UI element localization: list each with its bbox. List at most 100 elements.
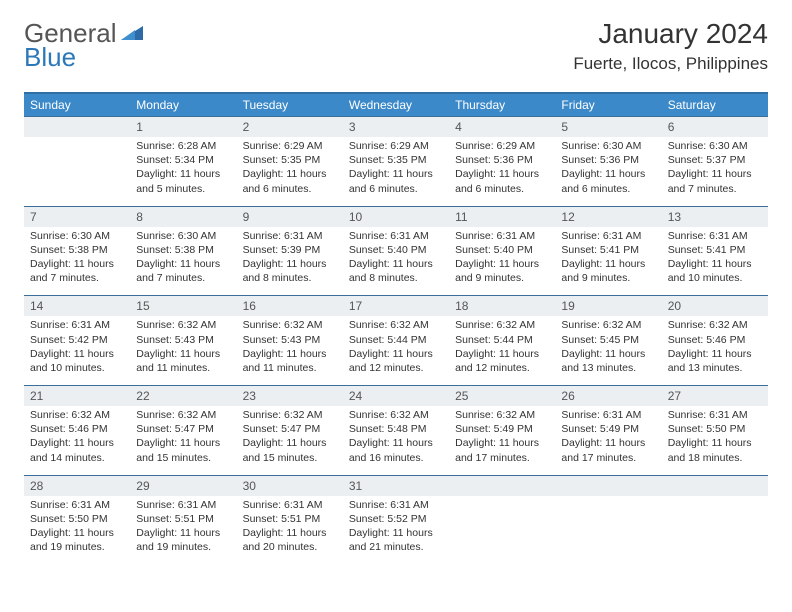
day-number: 23 (237, 386, 343, 407)
daylight-text: Daylight: 11 hours (136, 526, 230, 540)
sunset-text: Sunset: 5:37 PM (668, 153, 762, 167)
daylight-text: and 12 minutes. (455, 361, 549, 375)
day-number (555, 475, 661, 496)
sunset-text: Sunset: 5:36 PM (455, 153, 549, 167)
sunset-text: Sunset: 5:38 PM (30, 243, 124, 257)
day-cell: Sunrise: 6:32 AMSunset: 5:46 PMDaylight:… (662, 316, 768, 385)
logo-blue-row: Blue (24, 42, 76, 73)
day-cell (662, 496, 768, 565)
day-cell (555, 496, 661, 565)
day-number: 31 (343, 475, 449, 496)
daylight-text: Daylight: 11 hours (668, 167, 762, 181)
sunset-text: Sunset: 5:43 PM (243, 333, 337, 347)
location: Fuerte, Ilocos, Philippines (573, 54, 768, 74)
daylight-text: and 11 minutes. (243, 361, 337, 375)
day-cell: Sunrise: 6:32 AMSunset: 5:43 PMDaylight:… (130, 316, 236, 385)
daylight-text: Daylight: 11 hours (349, 347, 443, 361)
daylight-text: Daylight: 11 hours (561, 347, 655, 361)
daylight-text: and 8 minutes. (349, 271, 443, 285)
day-number: 9 (237, 206, 343, 227)
daylight-text: Daylight: 11 hours (30, 347, 124, 361)
daynum-row: 21222324252627 (24, 386, 768, 407)
daynum-row: 78910111213 (24, 206, 768, 227)
daylight-text: Daylight: 11 hours (668, 257, 762, 271)
day-number (449, 475, 555, 496)
weekday-sunday: Sunday (24, 93, 130, 117)
day-number: 27 (662, 386, 768, 407)
sunrise-text: Sunrise: 6:32 AM (243, 318, 337, 332)
daylight-text: and 6 minutes. (561, 182, 655, 196)
day-number: 17 (343, 296, 449, 317)
daylight-text: Daylight: 11 hours (561, 436, 655, 450)
sunset-text: Sunset: 5:36 PM (561, 153, 655, 167)
day-number: 14 (24, 296, 130, 317)
daylight-text: Daylight: 11 hours (349, 436, 443, 450)
daylight-text: and 10 minutes. (668, 271, 762, 285)
daynum-row: 14151617181920 (24, 296, 768, 317)
day-number: 21 (24, 386, 130, 407)
daylight-text: Daylight: 11 hours (30, 257, 124, 271)
sunset-text: Sunset: 5:49 PM (455, 422, 549, 436)
sunrise-text: Sunrise: 6:31 AM (349, 498, 443, 512)
day-cell: Sunrise: 6:32 AMSunset: 5:47 PMDaylight:… (130, 406, 236, 475)
day-cell: Sunrise: 6:32 AMSunset: 5:45 PMDaylight:… (555, 316, 661, 385)
daylight-text: Daylight: 11 hours (136, 347, 230, 361)
logo-blue-text: Blue (24, 42, 76, 72)
day-number: 26 (555, 386, 661, 407)
sunset-text: Sunset: 5:40 PM (349, 243, 443, 257)
day-number: 10 (343, 206, 449, 227)
sunrise-text: Sunrise: 6:31 AM (243, 229, 337, 243)
day-number: 29 (130, 475, 236, 496)
sunrise-text: Sunrise: 6:30 AM (668, 139, 762, 153)
daylight-text: Daylight: 11 hours (349, 257, 443, 271)
daylight-text: and 15 minutes. (136, 451, 230, 465)
daylight-text: and 6 minutes. (243, 182, 337, 196)
daylight-text: and 17 minutes. (561, 451, 655, 465)
sunset-text: Sunset: 5:41 PM (668, 243, 762, 257)
sunset-text: Sunset: 5:47 PM (243, 422, 337, 436)
day-cell: Sunrise: 6:31 AMSunset: 5:50 PMDaylight:… (24, 496, 130, 565)
day-cell: Sunrise: 6:32 AMSunset: 5:44 PMDaylight:… (449, 316, 555, 385)
daynum-row: 123456 (24, 117, 768, 138)
info-row: Sunrise: 6:31 AMSunset: 5:42 PMDaylight:… (24, 316, 768, 385)
daylight-text: and 7 minutes. (30, 271, 124, 285)
daylight-text: Daylight: 11 hours (668, 436, 762, 450)
sunrise-text: Sunrise: 6:32 AM (349, 408, 443, 422)
day-number: 20 (662, 296, 768, 317)
day-cell: Sunrise: 6:32 AMSunset: 5:46 PMDaylight:… (24, 406, 130, 475)
daylight-text: and 7 minutes. (136, 271, 230, 285)
sunset-text: Sunset: 5:35 PM (349, 153, 443, 167)
info-row: Sunrise: 6:28 AMSunset: 5:34 PMDaylight:… (24, 137, 768, 206)
sunrise-text: Sunrise: 6:32 AM (136, 318, 230, 332)
day-cell: Sunrise: 6:32 AMSunset: 5:44 PMDaylight:… (343, 316, 449, 385)
sunset-text: Sunset: 5:50 PM (668, 422, 762, 436)
calendar-table: Sunday Monday Tuesday Wednesday Thursday… (24, 92, 768, 564)
sunset-text: Sunset: 5:43 PM (136, 333, 230, 347)
day-cell: Sunrise: 6:32 AMSunset: 5:49 PMDaylight:… (449, 406, 555, 475)
day-cell: Sunrise: 6:31 AMSunset: 5:39 PMDaylight:… (237, 227, 343, 296)
sunrise-text: Sunrise: 6:32 AM (561, 318, 655, 332)
daylight-text: Daylight: 11 hours (243, 347, 337, 361)
day-cell: Sunrise: 6:31 AMSunset: 5:40 PMDaylight:… (449, 227, 555, 296)
daylight-text: and 12 minutes. (349, 361, 443, 375)
day-cell: Sunrise: 6:30 AMSunset: 5:36 PMDaylight:… (555, 137, 661, 206)
sunrise-text: Sunrise: 6:32 AM (30, 408, 124, 422)
day-number: 11 (449, 206, 555, 227)
sunset-text: Sunset: 5:44 PM (455, 333, 549, 347)
sunrise-text: Sunrise: 6:29 AM (349, 139, 443, 153)
header: General January 2024 Fuerte, Ilocos, Phi… (24, 18, 768, 74)
day-cell (449, 496, 555, 565)
sunrise-text: Sunrise: 6:32 AM (455, 408, 549, 422)
sunset-text: Sunset: 5:50 PM (30, 512, 124, 526)
day-number: 12 (555, 206, 661, 227)
sunrise-text: Sunrise: 6:30 AM (136, 229, 230, 243)
daylight-text: Daylight: 11 hours (455, 347, 549, 361)
sunset-text: Sunset: 5:44 PM (349, 333, 443, 347)
sunrise-text: Sunrise: 6:32 AM (455, 318, 549, 332)
day-cell: Sunrise: 6:31 AMSunset: 5:41 PMDaylight:… (662, 227, 768, 296)
day-cell: Sunrise: 6:30 AMSunset: 5:38 PMDaylight:… (24, 227, 130, 296)
daylight-text: and 13 minutes. (561, 361, 655, 375)
sunset-text: Sunset: 5:42 PM (30, 333, 124, 347)
sunset-text: Sunset: 5:39 PM (243, 243, 337, 257)
daynum-row: 28293031 (24, 475, 768, 496)
